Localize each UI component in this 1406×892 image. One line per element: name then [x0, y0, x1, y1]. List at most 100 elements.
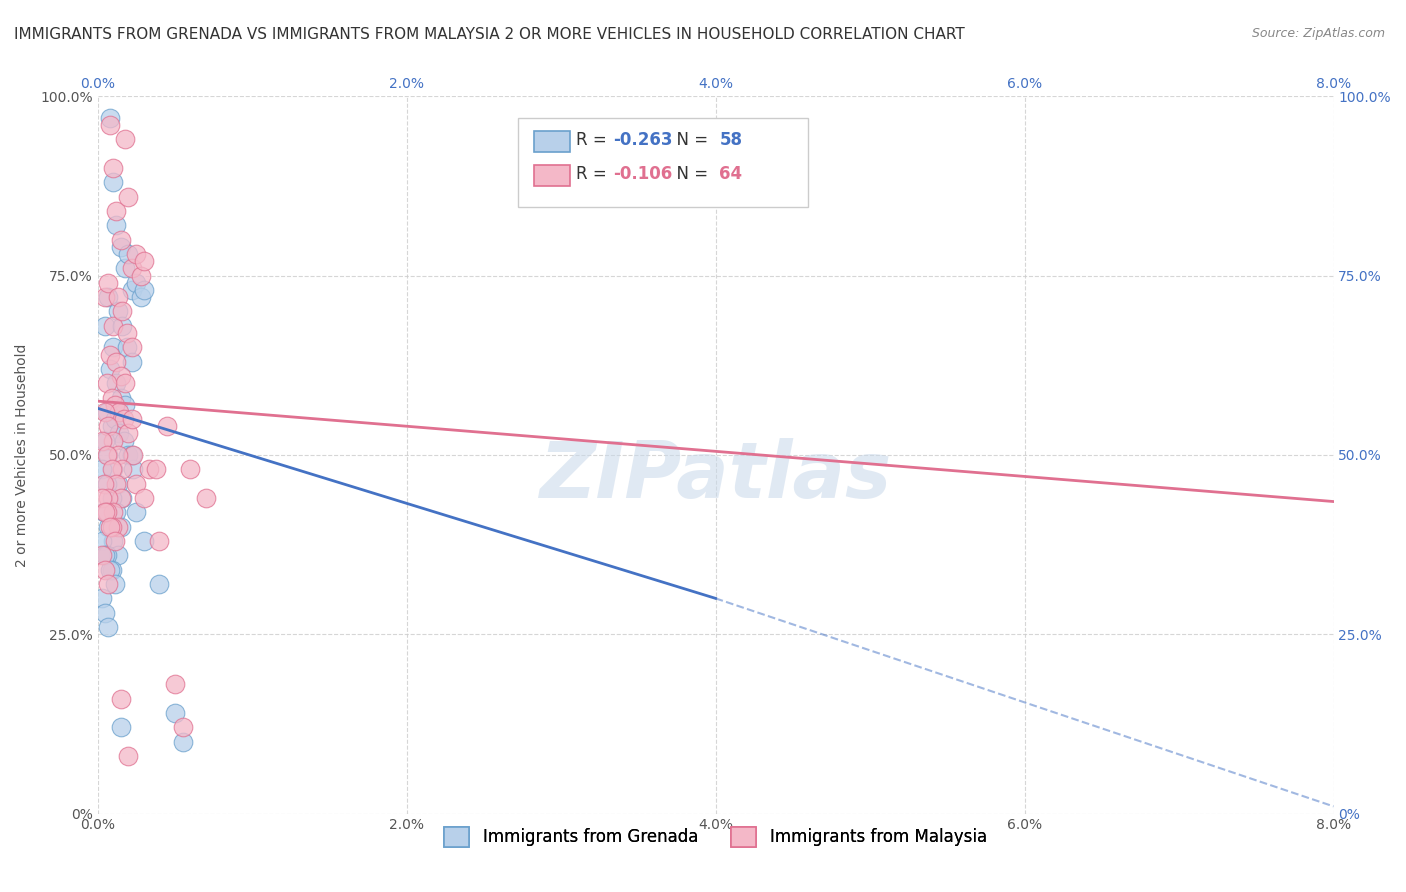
Point: [91, 533, 114, 548]
Point: [104, 398, 127, 412]
Point: [105, 204, 128, 219]
Point: [112, 412, 135, 426]
Point: [97, 290, 120, 304]
Point: [91, 462, 114, 476]
Point: [145, 462, 167, 476]
Point: [97, 419, 120, 434]
Point: [148, 577, 170, 591]
Point: [94, 318, 117, 333]
Text: R =: R =: [576, 131, 612, 149]
Point: [121, 261, 143, 276]
Point: [101, 161, 124, 175]
Point: [111, 318, 134, 333]
Point: [94, 563, 117, 577]
Text: N =: N =: [666, 166, 713, 184]
Point: [172, 735, 194, 749]
Point: [98, 111, 121, 125]
Point: [91, 434, 114, 448]
Point: [96, 505, 118, 519]
Text: -0.106: -0.106: [613, 166, 672, 184]
Text: 64: 64: [720, 166, 742, 184]
Point: [110, 491, 132, 505]
Point: [132, 533, 155, 548]
Text: 58: 58: [720, 131, 742, 149]
Point: [107, 448, 129, 462]
Point: [122, 462, 145, 476]
Point: [112, 434, 135, 448]
Point: [179, 462, 201, 476]
Point: [100, 391, 122, 405]
Point: [107, 519, 129, 533]
Point: [96, 448, 118, 462]
Point: [111, 304, 134, 318]
Point: [97, 577, 120, 591]
Point: [114, 398, 136, 412]
Point: [117, 749, 139, 764]
Point: [163, 677, 186, 691]
Point: [97, 491, 120, 505]
Point: [100, 462, 122, 476]
Point: [94, 549, 117, 563]
Point: [98, 362, 121, 376]
Point: [132, 491, 155, 505]
FancyBboxPatch shape: [517, 118, 808, 208]
Point: [100, 419, 122, 434]
Point: [194, 491, 217, 505]
Point: [111, 462, 134, 476]
Point: [108, 405, 131, 419]
Point: [117, 426, 139, 441]
Point: [121, 283, 143, 297]
Point: [98, 563, 121, 577]
Point: [101, 318, 124, 333]
Point: [125, 505, 148, 519]
Point: [110, 240, 132, 254]
Point: [93, 476, 115, 491]
Point: [104, 533, 127, 548]
Point: [115, 340, 138, 354]
Point: [96, 549, 118, 563]
Point: [163, 706, 186, 720]
Point: [110, 691, 132, 706]
Point: [122, 448, 145, 462]
Point: [156, 419, 179, 434]
Point: [96, 476, 118, 491]
Point: [111, 491, 134, 505]
Point: [96, 376, 118, 391]
Point: [129, 290, 152, 304]
Text: IMMIGRANTS FROM GRENADA VS IMMIGRANTS FROM MALAYSIA 2 OR MORE VEHICLES IN HOUSEH: IMMIGRANTS FROM GRENADA VS IMMIGRANTS FR…: [14, 27, 965, 42]
Point: [117, 448, 139, 462]
Legend: Immigrants from Grenada, Immigrants from Malaysia: Immigrants from Grenada, Immigrants from…: [436, 819, 995, 855]
Point: [101, 434, 124, 448]
Point: [107, 476, 129, 491]
Point: [105, 476, 128, 491]
Point: [101, 462, 124, 476]
Point: [94, 290, 117, 304]
Point: [132, 254, 155, 268]
Point: [172, 721, 194, 735]
Point: [96, 405, 118, 419]
Point: [98, 347, 121, 361]
Point: [94, 505, 117, 519]
Point: [101, 533, 124, 548]
Text: -0.263: -0.263: [613, 131, 672, 149]
FancyBboxPatch shape: [534, 131, 569, 152]
Point: [105, 354, 128, 368]
Point: [117, 247, 139, 261]
Point: [97, 519, 120, 533]
Point: [110, 233, 132, 247]
Point: [100, 563, 122, 577]
Point: [94, 606, 117, 620]
Point: [107, 549, 129, 563]
Point: [138, 462, 160, 476]
Point: [98, 118, 121, 132]
Point: [148, 533, 170, 548]
Point: [91, 549, 114, 563]
Point: [132, 283, 155, 297]
Point: [114, 376, 136, 391]
Point: [93, 505, 115, 519]
Point: [105, 505, 128, 519]
Point: [100, 491, 122, 505]
Point: [115, 326, 138, 340]
Point: [117, 190, 139, 204]
Point: [121, 354, 143, 368]
